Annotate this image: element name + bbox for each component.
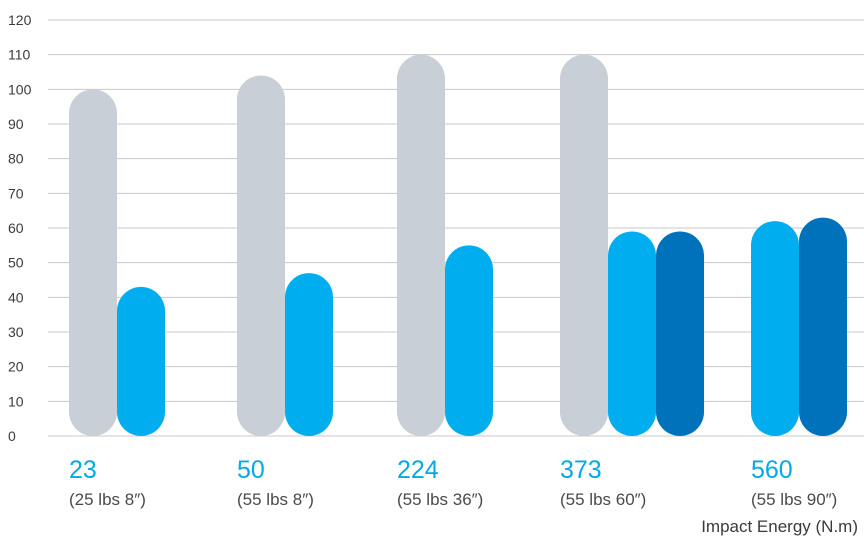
y-tick-label-50: 50 (8, 255, 24, 271)
y-tick-label-20: 20 (8, 359, 24, 375)
y-axis-ticks: 0 10 20 30 40 50 60 70 80 90 100 110 120 (8, 12, 32, 444)
y-tick-label-120: 120 (8, 12, 32, 28)
x-axis-categories: 23 (25 lbs 8″) 50 (55 lbs 8″) 224 (55 lbs 36″… (69, 456, 837, 509)
x-category-value: 373 (560, 456, 602, 484)
y-tick-label-10: 10 (8, 393, 24, 409)
bar-cat4-series1 (751, 221, 799, 436)
bar-cat2-series0 (397, 54, 445, 437)
bar-cat0-series1 (117, 286, 165, 436)
x-category-subtitle: (55 lbs 90″) (751, 490, 837, 509)
x-category-value: 23 (69, 456, 97, 484)
y-tick-label-100: 100 (8, 81, 32, 97)
x-axis-label: Impact Energy (N.m) (701, 517, 858, 536)
bar-cat3-series2 (656, 231, 704, 436)
bar-cat1-series0 (237, 75, 285, 436)
bar-cat4-series2 (799, 217, 847, 436)
bar-cat3-series0 (560, 54, 608, 437)
bar-cat1-series1 (285, 273, 333, 436)
x-category-subtitle: (55 lbs 60″) (560, 490, 646, 509)
y-tick-label-30: 30 (8, 324, 24, 340)
bars (69, 54, 847, 437)
y-tick-label-70: 70 (8, 185, 24, 201)
y-tick-label-40: 40 (8, 289, 24, 305)
y-tick-label-80: 80 (8, 151, 24, 167)
x-category-value: 224 (397, 456, 439, 484)
x-category-subtitle: (55 lbs 8″) (237, 490, 314, 509)
y-tick-label-0: 0 (8, 428, 16, 444)
y-tick-label-90: 90 (8, 116, 24, 132)
x-category-value: 560 (751, 456, 793, 484)
bar-cat2-series1 (445, 245, 493, 436)
bar-cat3-series1 (608, 231, 656, 436)
x-category-value: 50 (237, 456, 265, 484)
y-tick-label-60: 60 (8, 220, 24, 236)
y-tick-label-110: 110 (8, 47, 31, 63)
x-category-subtitle: (55 lbs 36″) (397, 490, 483, 509)
x-category-subtitle: (25 lbs 8″) (69, 490, 146, 509)
bar-cat0-series0 (69, 89, 117, 436)
